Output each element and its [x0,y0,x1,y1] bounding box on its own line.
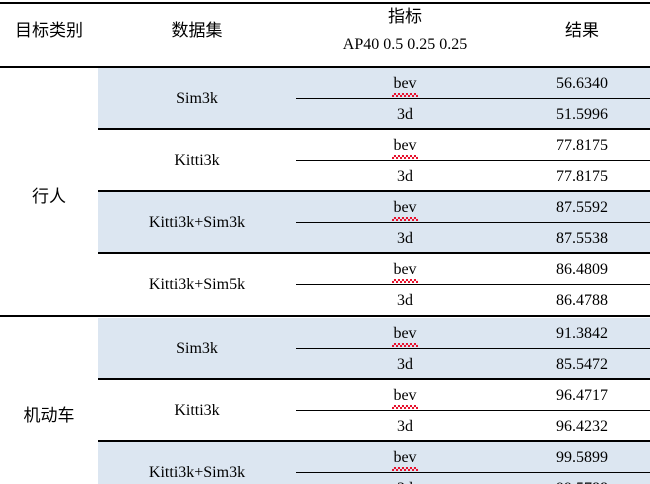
result-cell: 96.4232 [556,418,608,435]
dataset-group-rule [98,252,650,254]
column-header-result: 结果 [565,21,599,40]
metric-subrow-rule [296,284,650,285]
metric-cell: bev [296,449,514,471]
dataset-group-rule [98,190,650,192]
category-cell: 行人 [32,187,66,206]
result-cell: 77.8175 [556,168,608,185]
spellcheck-underlined-text: bev [392,261,418,283]
dataset-group-rule [98,440,650,442]
result-cell: 87.5538 [556,230,608,247]
result-cell: 96.4717 [556,387,608,404]
spellcheck-underlined-text: bev [392,325,418,347]
result-cell: 87.5592 [556,199,608,216]
dataset-group-rule [98,378,650,380]
result-cell: 86.4788 [556,292,608,309]
dataset-cell: Sim3k [176,340,218,357]
row-shade [98,192,650,254]
category-cell: 机动车 [23,406,75,425]
result-cell: 86.4809 [556,261,608,278]
result-cell: 56.6340 [556,75,608,92]
row-shade [98,442,650,484]
metric-subrow-rule [296,410,650,411]
metric-cell: 3d [296,480,514,484]
result-cell: 99.5899 [556,449,608,466]
metric-subrow-rule [296,98,650,99]
metric-subrow-rule [296,472,650,473]
metric-subrow-rule [296,348,650,349]
result-cell: 51.5996 [556,106,608,123]
dataset-cell: Kitti3k [174,152,220,169]
metric-cell: 3d [397,356,413,373]
spellcheck-underlined-text: bev [392,387,418,409]
dataset-cell: Sim3k [176,90,218,107]
section-divider-rule [0,315,650,317]
metric-cell: bev [296,75,514,97]
metric-subrow-rule [296,160,650,161]
spellcheck-underlined-text: bev [392,199,418,221]
dataset-cell: Kitti3k+Sim5k [148,276,246,293]
metric-subrow-rule [296,222,650,223]
dataset-cell: Kitti3k+Sim3k [148,214,246,231]
result-cell: 85.5472 [556,356,608,373]
row-shade [98,68,650,130]
header-bottom-rule [0,66,650,68]
column-header-metric-sublabel: AP40 0.5 0.25 0.25 [342,36,468,53]
metric-cell: 3d [397,168,413,185]
metric-cell: 3d [397,292,413,309]
result-cell: 99.5788 [514,480,650,484]
metric-cell: bev [296,325,514,347]
column-header-dataset: 数据集 [171,21,223,40]
metric-cell: 3d [397,106,413,123]
row-shade [98,318,650,380]
metric-cell: bev [296,137,514,159]
spellcheck-underlined-text: bev [392,449,418,471]
metric-cell: bev [296,387,514,409]
dataset-group-rule [98,128,650,130]
column-header-category: 目标类别 [15,21,83,40]
dataset-cell: Kitti3k [174,402,220,419]
spellcheck-underlined-text: bev [392,75,418,97]
column-header-metric: 指标 [388,7,422,26]
result-cell: 91.3842 [556,325,608,342]
metric-cell: bev [296,199,514,221]
table-top-rule [0,2,650,4]
spellcheck-underlined-text: bev [392,137,418,159]
metric-cell: 3d [397,418,413,435]
metric-cell: 3d [397,230,413,247]
result-cell: 77.8175 [556,137,608,154]
metric-cell: bev [296,261,514,283]
dataset-cell: Kitti3k+Sim3k [148,464,246,481]
